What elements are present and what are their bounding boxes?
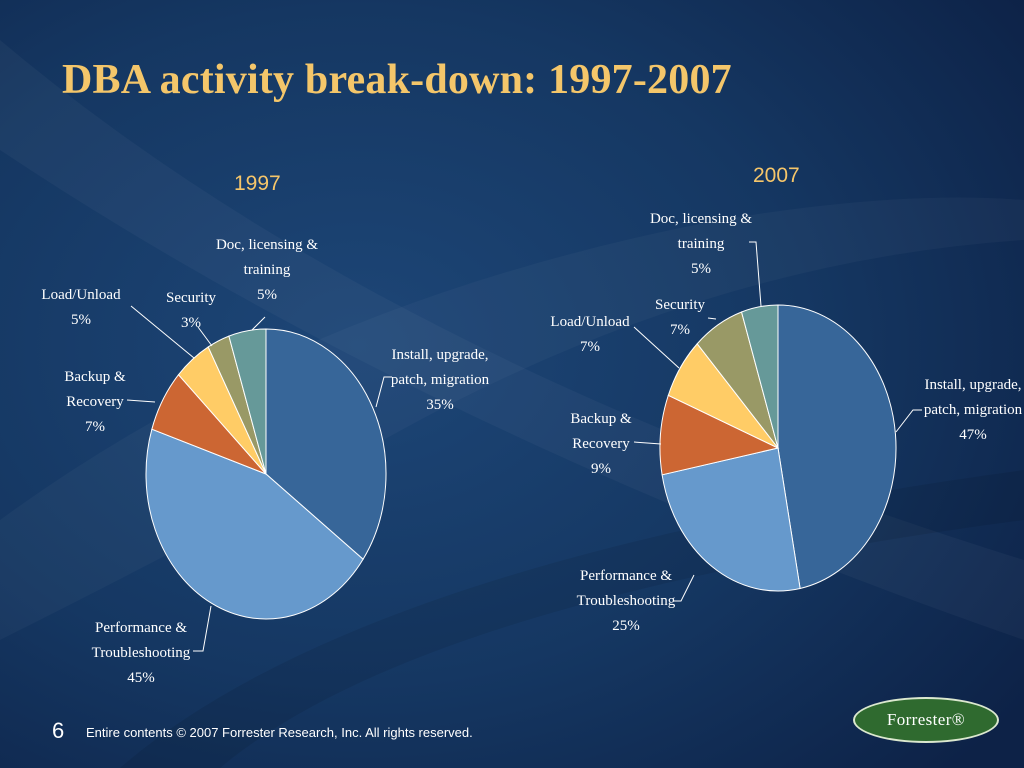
leader-line-1997-1 — [193, 605, 212, 652]
page-number: 6 — [52, 718, 65, 743]
label-2007-performance: Performance & Troubleshooting 25% — [576, 568, 676, 634]
leader-line-2007-0 — [895, 409, 922, 433]
leader-line-1997-2 — [126, 399, 156, 403]
label-2007-load: Load/Unload 7% — [550, 314, 630, 355]
pie-slice-2007-0 — [777, 304, 897, 590]
label-2007-install: Install, upgrade, patch, migration 47% — [923, 377, 1023, 443]
pie-slice-2007-1 — [661, 447, 801, 592]
leader-line-1997-3 — [130, 305, 195, 359]
slide-title: DBA activity break-down: 1997-2007 — [62, 57, 732, 103]
pie-slice-1997-5 — [228, 328, 267, 475]
leader-line-2007-4 — [707, 317, 717, 320]
pie-slice-1997-1 — [145, 428, 364, 620]
label-2007-security: Security 7% — [655, 297, 705, 338]
chart-1997-title: 1997 — [234, 172, 281, 195]
label-1997-load: Load/Unload 5% — [41, 287, 121, 328]
leader-line-1997-0 — [375, 376, 392, 408]
chart-2007-title: 2007 — [753, 164, 800, 187]
pie-slice-2007-2 — [659, 394, 780, 476]
label-1997-doc: Doc, licensing & training 5% — [215, 237, 319, 303]
leader-line-1997-5 — [251, 316, 266, 331]
label-1997-install: Install, upgrade, patch, migration 35% — [390, 347, 490, 413]
leader-line-2007-5 — [749, 241, 762, 307]
pie-slice-2007-5 — [740, 304, 779, 449]
leader-line-2007-3 — [633, 326, 680, 369]
label-1997-security: Security 3% — [166, 290, 216, 331]
label-2007-backup: Backup & Recovery 9% — [570, 411, 632, 477]
label-1997-backup: Backup & Recovery 7% — [64, 369, 126, 435]
label-2007-doc: Doc, licensing & training 5% — [649, 211, 753, 277]
leader-line-1997-4 — [197, 326, 213, 347]
leader-line-2007-1 — [673, 574, 695, 602]
copyright-footer: Entire contents © 2007 Forrester Researc… — [86, 725, 473, 740]
forrester-logo: Forrester® — [853, 697, 999, 743]
pie-slice-1997-0 — [265, 328, 387, 561]
leader-line-2007-2 — [633, 441, 662, 445]
label-1997-performance: Performance & Troubleshooting 45% — [91, 620, 191, 686]
